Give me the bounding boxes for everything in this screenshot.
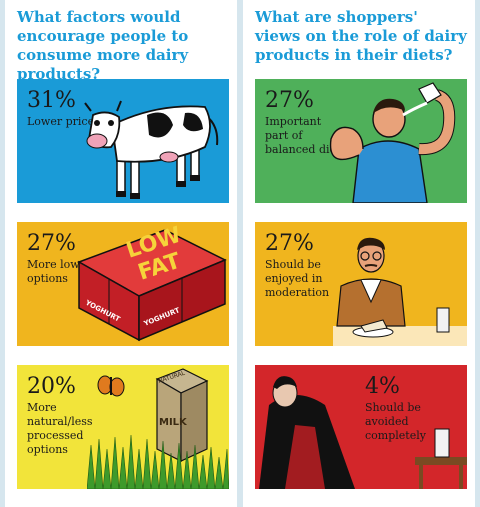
label: Lower prices (27, 115, 100, 128)
percent: 27% (265, 231, 314, 256)
label: Should be enjoyed in moderation (265, 258, 330, 299)
percent: 27% (27, 231, 76, 256)
label: Important part of balanced diet (265, 115, 341, 156)
cow-icon (84, 100, 219, 199)
label: More natural/less processed options (27, 401, 93, 456)
label: Should be avoided completely (365, 401, 426, 442)
man-with-sandwich-icon (333, 237, 467, 346)
carton-text: MILK (159, 417, 188, 428)
percent: 20% (27, 374, 76, 399)
right-heading: What are shoppers' views on the role of … (255, 8, 467, 64)
card-moderation: 27% Should be enjoyed in moderation (255, 222, 467, 346)
percent: 27% (265, 88, 314, 113)
card-balanced-diet: 27% Important part of balanced diet (255, 79, 467, 203)
percent: 31% (27, 88, 76, 113)
butterfly-icon (97, 375, 125, 397)
card-low-fat: 27% More low-fat options LOW FAT YOGHURT… (17, 222, 229, 346)
right-column: What are shoppers' views on the role of … (243, 0, 475, 507)
card-lower-prices: 31% Lower prices (17, 79, 229, 203)
left-heading: What factors would encourage people to c… (17, 8, 189, 83)
card-avoided: 4% Should be avoided completely (255, 365, 467, 489)
vampire-icon (259, 376, 467, 489)
yoghurt-pack-icon: LOW FAT YOGHURT YOGHURT (77, 223, 227, 342)
strongman-drinking-milk-icon (329, 82, 456, 203)
left-column: What factors would encourage people to c… (5, 0, 237, 507)
milk-carton-icon: NATURAL MILK (87, 368, 229, 489)
card-natural: 20% More natural/less processed options … (17, 365, 229, 489)
percent: 4% (365, 374, 400, 399)
